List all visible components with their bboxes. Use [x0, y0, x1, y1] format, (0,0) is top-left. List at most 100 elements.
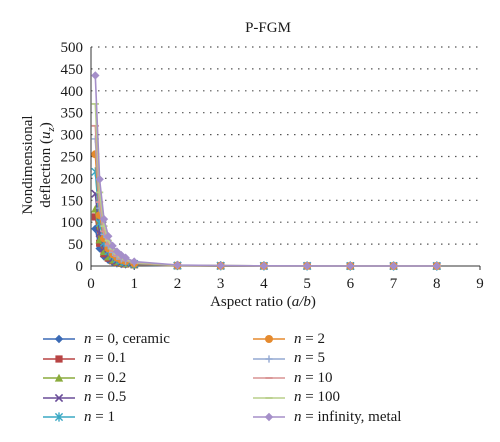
legend-label: n = 0, ceramic — [84, 330, 170, 347]
data-point — [432, 261, 441, 271]
legend-swatch — [253, 396, 285, 399]
data-point — [216, 261, 225, 270]
x-tick-label: 0 — [87, 276, 95, 292]
series-n-100 — [91, 103, 441, 267]
series-line — [94, 228, 437, 267]
data-point — [54, 393, 64, 402]
legend-swatch — [253, 335, 285, 343]
y-tick-label: 400 — [61, 84, 84, 100]
series-n-0-5 — [91, 189, 441, 271]
x-tick-label: 5 — [303, 276, 311, 292]
x-tick-label: 8 — [433, 276, 441, 292]
legend-label: n = 100 — [294, 389, 340, 405]
x-tick-label: 9 — [476, 276, 484, 292]
y-tick-label: 150 — [61, 193, 84, 209]
legend-item: n = 0.1 — [42, 349, 126, 369]
series-line — [94, 171, 437, 267]
data-point — [264, 412, 274, 422]
svg-text:deflection (uz): deflection (uz) — [38, 122, 57, 208]
series-line — [94, 125, 437, 267]
legend-item: n = 5 — [252, 349, 325, 369]
legend-label: n = 0.5 — [84, 389, 127, 405]
legend-swatch — [43, 393, 75, 402]
legend-item: n = 10 — [252, 368, 332, 388]
legend-item: n = 0, ceramic — [42, 329, 170, 349]
legend-item: n = infinity, metal — [252, 407, 401, 427]
data-point — [55, 354, 63, 363]
y-axis-label: Nondimensional deflection (uz) — [20, 115, 57, 214]
legend-item: n = 1 — [42, 407, 115, 427]
legend-label: n = infinity, metal — [294, 408, 402, 425]
data-point — [130, 257, 139, 266]
x-tick-label: 1 — [130, 276, 138, 292]
y-tick-label: 350 — [61, 106, 84, 122]
tick-labels: 0 50 100 150 200 250 300 350 400 450 500 0 1 2 3 4 5 6 7 8 9 — [61, 40, 484, 292]
series-line — [94, 75, 437, 267]
data-point — [104, 232, 113, 241]
series-line — [94, 138, 437, 267]
series-n-10 — [91, 124, 441, 267]
data-point — [265, 335, 273, 343]
y-tick-label: 450 — [61, 62, 84, 78]
data-point — [54, 412, 64, 422]
series-line — [94, 208, 437, 267]
series-line — [94, 154, 437, 267]
legend-label: n = 2 — [294, 330, 325, 347]
y-tick-label: 50 — [68, 237, 83, 253]
data-point — [346, 261, 355, 271]
series-line — [94, 193, 437, 267]
data-point — [173, 260, 182, 270]
data-point — [108, 241, 117, 251]
y-tick-label: 250 — [61, 150, 84, 166]
series-n-2 — [91, 150, 441, 270]
series-line — [94, 103, 437, 267]
legend-swatch — [253, 377, 285, 379]
legend-item: n = 2 — [252, 329, 325, 349]
legend-label: n = 10 — [294, 369, 333, 386]
data-point — [91, 71, 100, 80]
legend-swatch — [43, 354, 75, 363]
x-tick-label: 4 — [260, 276, 268, 292]
series-n-0-2 — [91, 204, 441, 270]
y-tick-label: 100 — [61, 215, 84, 231]
y-tick-label: 0 — [76, 259, 84, 275]
legend-label: n = 0.1 — [84, 350, 127, 366]
data-point — [95, 175, 104, 184]
legend-swatch — [43, 412, 75, 422]
series-n-5 — [91, 135, 441, 270]
legend-label: n = 0.2 — [84, 369, 127, 386]
chart-title: P-FGM — [245, 20, 291, 36]
series-n-1 — [91, 167, 441, 271]
legend-swatch — [43, 334, 75, 344]
legend-item: n = 0.2 — [42, 368, 126, 388]
data-point — [121, 253, 130, 262]
y-tick-label: 500 — [61, 40, 84, 56]
data-point — [389, 261, 398, 271]
data-point — [99, 214, 109, 224]
data-point — [54, 334, 64, 344]
x-tick-label: 6 — [347, 276, 355, 292]
series-n-infinity-metal — [91, 71, 441, 271]
data-point — [54, 373, 64, 382]
legend-label: n = 5 — [294, 350, 325, 366]
data-point — [91, 213, 99, 221]
x-tick-label: 3 — [217, 276, 225, 292]
series-line — [94, 216, 437, 267]
data-point — [265, 354, 273, 363]
legend-item: n = 100 — [252, 388, 340, 408]
data-point — [259, 261, 269, 271]
legend-swatch — [253, 354, 285, 363]
x-tick-label: 7 — [390, 276, 398, 292]
legend-swatch — [253, 412, 285, 422]
y-tick-label: 200 — [61, 171, 84, 187]
series-layer — [91, 71, 441, 271]
legend-swatch — [43, 373, 75, 382]
legend-item: n = 0.5 — [42, 388, 126, 408]
svg-text:Nondimensional: Nondimensional — [20, 115, 36, 214]
y-tick-label: 300 — [61, 128, 84, 144]
x-axis-label: Aspect ratio (a/b) — [210, 294, 316, 310]
x-tick-label: 2 — [174, 276, 182, 292]
axes — [90, 47, 481, 270]
legend-label: n = 1 — [84, 408, 115, 425]
